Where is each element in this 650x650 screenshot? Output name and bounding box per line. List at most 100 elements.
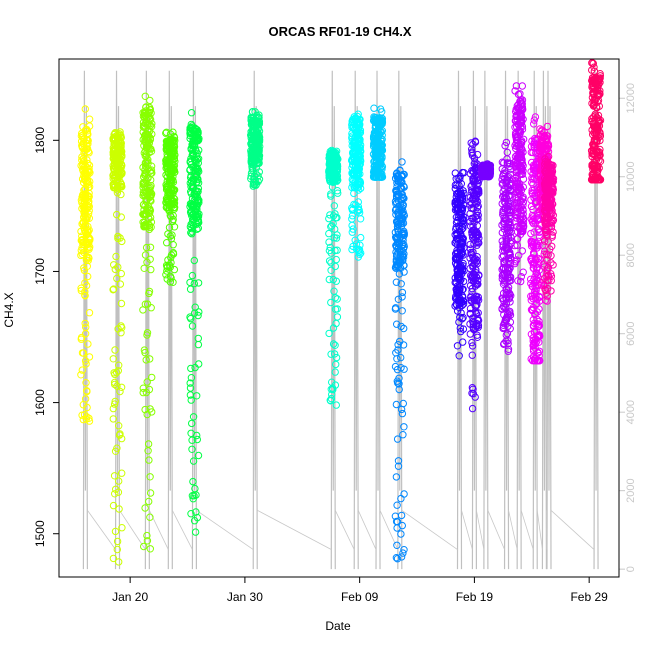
data-point (348, 163, 356, 172)
data-point (542, 206, 550, 214)
data-point (588, 59, 596, 67)
data-point (594, 173, 602, 181)
data-point (397, 494, 405, 503)
data-point (188, 445, 196, 453)
data-point (542, 230, 551, 239)
data-point (475, 189, 483, 197)
data-point (112, 252, 120, 261)
data-point (399, 431, 407, 439)
altitude-transit-line (520, 510, 534, 550)
series-RF05 (186, 109, 203, 536)
series-RF13 (477, 160, 495, 181)
data-point (541, 132, 549, 141)
data-point (393, 179, 401, 187)
data-point (118, 169, 126, 177)
data-point (188, 216, 197, 224)
data-point (392, 278, 401, 286)
data-point (349, 169, 357, 177)
data-point (193, 513, 202, 522)
series-RF02 (109, 128, 126, 566)
data-point (399, 253, 408, 261)
data-point (591, 110, 599, 118)
data-point (113, 175, 121, 183)
data-point (517, 113, 525, 121)
data-point (357, 249, 365, 257)
data-point (455, 318, 463, 326)
data-point (393, 555, 402, 563)
data-point (451, 302, 459, 310)
data-point (590, 97, 599, 106)
data-point (81, 357, 90, 365)
series-RF07 (325, 146, 342, 409)
data-point (194, 451, 203, 460)
data-point (110, 183, 119, 192)
data-point (455, 196, 464, 204)
data-point (329, 340, 338, 348)
data-point (139, 109, 147, 117)
data-point (187, 220, 195, 229)
data-point (589, 59, 597, 68)
data-point (163, 239, 171, 247)
data-point (455, 352, 463, 360)
data-point (167, 258, 175, 267)
data-point (83, 403, 91, 412)
data-point (595, 102, 603, 110)
data-point (541, 216, 550, 225)
data-point (454, 235, 462, 243)
data-point (353, 112, 362, 121)
data-point (330, 350, 339, 358)
data-point (333, 213, 341, 222)
data-point (254, 132, 262, 140)
data-point (519, 268, 527, 276)
data-point (468, 351, 476, 359)
data-point (468, 186, 476, 194)
data-point (470, 324, 478, 333)
data-point (499, 193, 507, 201)
data-point (376, 159, 385, 168)
data-point (169, 241, 177, 249)
data-point (529, 170, 537, 178)
data-point (356, 135, 364, 144)
data-point (141, 92, 150, 101)
data-point (111, 346, 119, 354)
data-point (375, 172, 383, 181)
data-point (514, 100, 522, 109)
data-point (512, 130, 520, 139)
data-point (81, 330, 90, 338)
data-point (456, 252, 464, 260)
data-point (514, 120, 522, 128)
series-RF15 (511, 82, 528, 286)
data-point (468, 226, 477, 235)
y-tick-label: 1700 (33, 258, 47, 285)
data-point (167, 274, 175, 282)
data-point (544, 142, 552, 150)
data-point (373, 144, 382, 153)
data-point (187, 396, 195, 404)
data-point (506, 251, 514, 260)
series-RF09 (369, 104, 387, 181)
altitude-transit-line (536, 510, 543, 550)
data-point (531, 113, 540, 121)
data-point (590, 162, 599, 170)
data-point (111, 397, 119, 406)
series-RF16 (527, 113, 544, 365)
data-point (332, 234, 341, 242)
data-point (504, 200, 513, 208)
data-point (351, 178, 360, 186)
data-point (399, 202, 407, 210)
data-point (146, 167, 155, 175)
data-point (188, 230, 196, 238)
data-point (468, 181, 476, 190)
series-RF08 (348, 110, 365, 261)
data-point (505, 294, 513, 303)
data-point (146, 473, 154, 481)
right-y-tick-label: 4000 (625, 400, 637, 424)
data-point (247, 175, 255, 183)
data-point (166, 278, 175, 286)
data-point (146, 213, 155, 222)
data-point (325, 174, 333, 182)
data-point (146, 243, 155, 252)
data-point (145, 120, 153, 129)
data-point (456, 175, 464, 183)
data-point (327, 298, 335, 307)
